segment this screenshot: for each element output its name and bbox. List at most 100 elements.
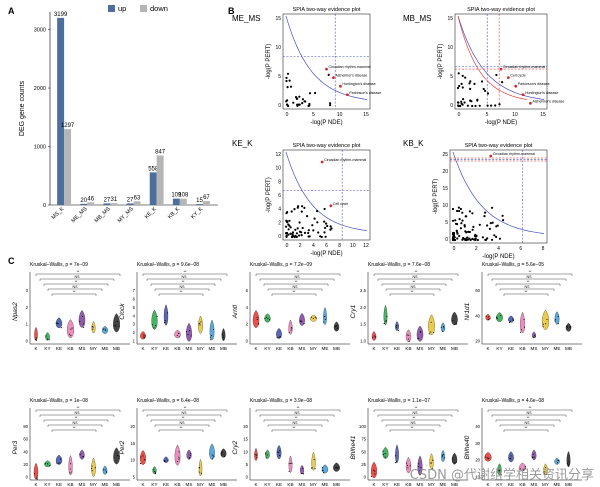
significance-label: ** xyxy=(73,426,76,430)
violin-point xyxy=(394,462,397,464)
violin-MB xyxy=(113,313,120,333)
violin-point xyxy=(154,471,156,473)
significance-bracket xyxy=(267,424,323,427)
spia-point xyxy=(501,214,504,217)
violin-point xyxy=(509,320,511,322)
violin-point xyxy=(187,333,189,336)
significance-bracket xyxy=(381,283,447,286)
violin-ME xyxy=(209,319,215,341)
violin-point xyxy=(143,334,145,336)
spia-highlight-point xyxy=(345,93,349,97)
spia-point xyxy=(461,219,464,222)
violin-KY xyxy=(265,449,270,459)
spia-point xyxy=(468,210,471,213)
violin-point xyxy=(557,323,559,325)
violin-point xyxy=(373,469,375,471)
spia-xtick-label: 5 xyxy=(312,112,315,118)
spia-point xyxy=(294,228,297,231)
violin-point xyxy=(102,469,104,471)
violin-point xyxy=(83,326,85,329)
spia-point xyxy=(316,221,319,224)
spia-point xyxy=(291,231,295,234)
group-label: MY xyxy=(542,482,549,487)
spia-point xyxy=(285,225,288,228)
spia-ytick-label: 10 xyxy=(275,166,281,172)
violin-point xyxy=(164,322,166,324)
violin-point xyxy=(312,317,314,320)
spia-point xyxy=(316,210,319,213)
spia-point xyxy=(288,224,291,227)
spia-xlabel: -log(P NDE) xyxy=(482,254,514,260)
panel-label-b: B xyxy=(228,6,235,16)
spia-annotation: Parkinson's disease xyxy=(518,82,550,86)
group-label: MS xyxy=(417,482,424,487)
violin-point xyxy=(311,467,313,469)
violin-KE xyxy=(55,454,63,465)
violin-point xyxy=(322,472,325,474)
significance-bracket xyxy=(259,414,335,417)
violin-KB xyxy=(288,455,293,473)
group-label: K xyxy=(486,346,490,351)
spia-point xyxy=(295,97,298,100)
violin-ytick-label: 50 xyxy=(361,449,366,454)
spia-annotation: Parkinson's disease xyxy=(349,91,381,95)
significance-label: ** xyxy=(413,416,416,420)
violin-point xyxy=(140,463,142,465)
violin-KE xyxy=(395,444,399,463)
violin-point xyxy=(222,339,224,341)
violin-point xyxy=(487,458,489,460)
spia-point xyxy=(486,224,489,227)
spia-point xyxy=(324,235,327,238)
spia-point xyxy=(462,236,465,240)
violin-panel-Cry1: Kruskal–Wallis, p = 7.6e−08 Cry1 1.0 1.5 2.0… xyxy=(350,262,468,351)
violin-point xyxy=(211,458,213,460)
violin-point xyxy=(220,454,222,456)
significance-bracket xyxy=(499,424,555,427)
violin-KB xyxy=(288,319,293,335)
significance-bracket xyxy=(271,429,317,432)
violin-point xyxy=(384,453,386,455)
significance-label: NS xyxy=(411,421,417,425)
violin-point xyxy=(81,315,84,318)
significance-label: ** xyxy=(529,270,532,274)
significance-label: ** xyxy=(73,290,76,294)
spia-ytick-label: 2 xyxy=(278,220,281,226)
significance-label: NS xyxy=(527,275,533,279)
significance-label: ** xyxy=(295,416,298,420)
significance-bracket xyxy=(142,409,228,412)
violin-point xyxy=(510,455,512,457)
spia-ylabel: -log(P PERT) xyxy=(266,44,272,79)
group-label: MB xyxy=(565,482,572,487)
violin-point xyxy=(557,315,559,318)
significance-bracket xyxy=(35,273,121,276)
group-label: K xyxy=(372,482,376,487)
a-bar-label-up-KY_K: 15 xyxy=(196,198,203,204)
significance-bracket xyxy=(491,278,567,281)
group-label: KY xyxy=(151,482,157,487)
violin-point xyxy=(116,321,118,323)
kruskal-wallis-stat: Kruskal–Wallis, p = 5.6e−05 xyxy=(482,262,544,268)
violin-point xyxy=(198,467,200,469)
significance-bracket xyxy=(146,278,222,281)
spia-threshold-curve-red xyxy=(457,15,527,100)
group-label: KE xyxy=(276,482,282,487)
spia-point xyxy=(471,228,474,231)
spia-xlabel: -log(P NDE) xyxy=(485,120,517,126)
gene-name: Bhlhe41 xyxy=(350,435,357,459)
spia-point xyxy=(457,72,460,75)
spia-highlight-point xyxy=(320,160,324,164)
violin-point xyxy=(223,455,226,457)
significance-bracket xyxy=(373,273,459,276)
significance-label: NS xyxy=(525,285,531,289)
significance-bracket xyxy=(39,414,115,417)
violin-point xyxy=(176,334,178,337)
violin-ytick-label: 6 xyxy=(246,288,249,293)
violin-MY xyxy=(198,459,203,477)
spia-point xyxy=(285,100,288,103)
violin-point xyxy=(290,329,292,331)
significance-label: NS xyxy=(180,421,186,425)
gene-name: Per2 xyxy=(119,440,126,454)
spia-point xyxy=(301,226,304,230)
violin-point xyxy=(291,462,293,464)
